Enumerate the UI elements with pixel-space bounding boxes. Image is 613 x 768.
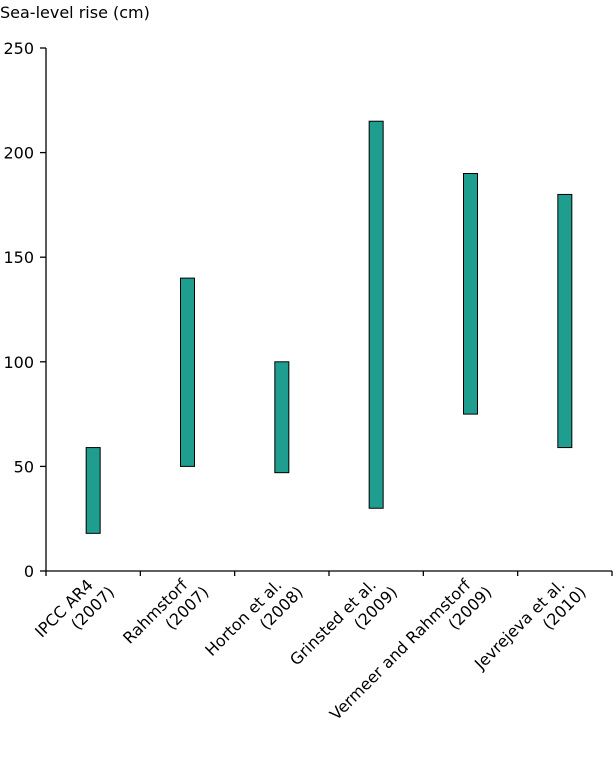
- y-tick-label: 0: [24, 562, 34, 581]
- x-tick-labels: IPCC AR4(2007) Rahmstorf(2007)Horton et a…: [31, 575, 590, 724]
- range-bar: [368, 120, 384, 509]
- y-tick-label: 200: [3, 144, 34, 163]
- y-ticks: 0 50 100 150 200 250: [3, 39, 46, 581]
- range-bar: [463, 173, 478, 415]
- category-label: Rahmstorf(2007): [119, 575, 212, 647]
- y-tick-label: 150: [3, 248, 34, 267]
- y-tick-label: 50: [14, 457, 34, 476]
- y-axis-title: Sea-level rise (cm): [0, 3, 150, 22]
- range-bar: [557, 193, 573, 449]
- axes: [45, 48, 613, 576]
- bars: [85, 120, 573, 534]
- category-label: Jevrejeva et al.(2010): [470, 575, 590, 673]
- category-label: IPCC AR4(2007): [31, 575, 118, 641]
- y-tick-label: 250: [3, 39, 34, 58]
- range-bar: [85, 447, 101, 534]
- range-bar: [274, 361, 290, 474]
- y-tick-label: 100: [3, 353, 34, 372]
- range-bar: [180, 277, 195, 467]
